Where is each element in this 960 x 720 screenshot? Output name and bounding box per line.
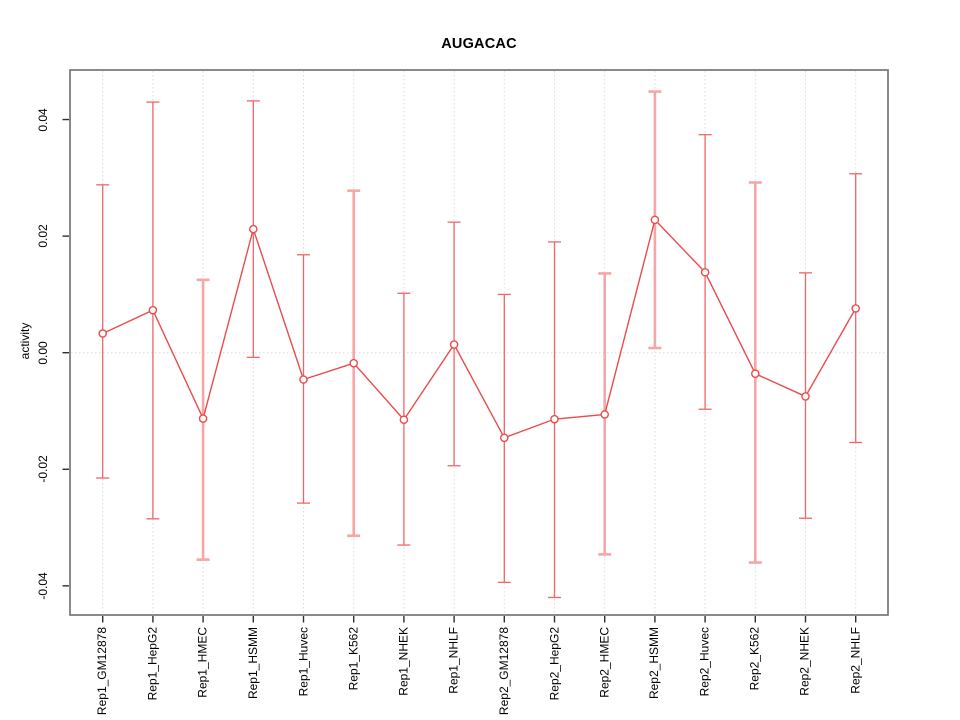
x-category-label: Rep2_NHLF [848, 627, 863, 694]
x-category-label: Rep1_Huvec [296, 627, 310, 697]
x-category-label: Rep2_HMEC [597, 627, 612, 698]
x-category-label: Rep1_HepG2 [145, 627, 160, 701]
data-point [198, 414, 208, 423]
y-tick-label: 0.02 [36, 224, 50, 248]
data-point [248, 224, 258, 234]
x-category-label: Rep1_HSMM [245, 627, 260, 700]
x-category-label: Rep1_K562 [346, 627, 361, 691]
axis-ticks [62, 118, 857, 623]
gridlines [102, 71, 857, 614]
chart-title: AUGACAC [441, 36, 517, 52]
y-tick-label: 0.04 [36, 107, 50, 132]
data-point [550, 414, 559, 424]
y-tick-label: -0.04 [36, 572, 50, 600]
data-point [148, 305, 158, 315]
error-bars [96, 90, 863, 599]
data-point [349, 358, 359, 368]
y-tick-label: -0.02 [36, 455, 50, 483]
x-category-label: Rep2_K562 [747, 627, 762, 691]
data-point [299, 375, 308, 384]
x-category-label: Rep2_Huvec [697, 627, 712, 697]
data-point [751, 369, 760, 378]
x-category-label: Rep2_HepG2 [547, 627, 561, 701]
series-line [102, 218, 857, 439]
x-category-label: Rep1_NHLF [446, 627, 461, 694]
data-point [98, 329, 107, 338]
x-category-label: Rep2_HSMM [647, 627, 662, 700]
x-category-label: Rep1_NHEK [396, 627, 411, 696]
data-point [650, 215, 660, 225]
x-category-label: Rep1_GM12878 [95, 627, 110, 716]
data-point [700, 267, 710, 277]
x-category-label: Rep1_HMEC [195, 627, 210, 698]
data-point [499, 433, 509, 443]
data-point [399, 415, 409, 425]
data-point [600, 410, 610, 419]
data-points [98, 215, 861, 443]
x-category-label: Rep2_NHEK [798, 627, 812, 696]
data-point [449, 340, 459, 349]
data-point [801, 392, 810, 401]
x-category-label: Rep2_GM12878 [496, 627, 511, 716]
data-point [851, 304, 861, 313]
plot-border [69, 69, 889, 616]
y-tick-label: 0.00 [36, 341, 50, 365]
